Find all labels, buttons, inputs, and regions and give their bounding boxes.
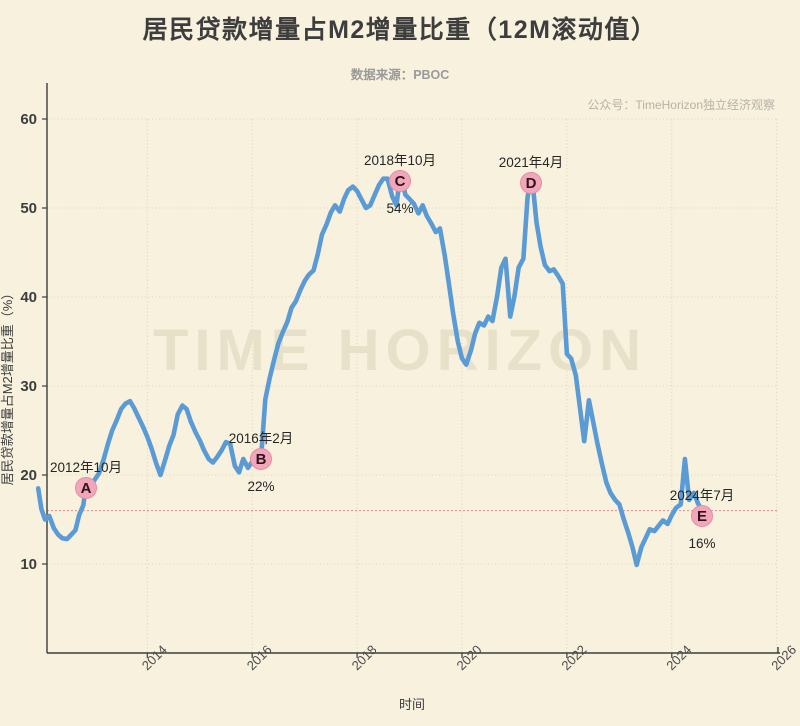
- svg-text:2020: 2020: [454, 642, 485, 673]
- svg-text:B: B: [256, 451, 267, 468]
- svg-text:D: D: [526, 175, 537, 192]
- svg-text:22%: 22%: [247, 479, 274, 494]
- svg-text:2024年7月: 2024年7月: [670, 488, 735, 503]
- svg-text:A: A: [81, 480, 92, 497]
- svg-text:2014: 2014: [139, 642, 170, 673]
- svg-text:2021年4月: 2021年4月: [499, 155, 564, 170]
- svg-text:C: C: [395, 173, 406, 190]
- svg-text:2016年2月: 2016年2月: [229, 431, 294, 446]
- svg-text:2012年10月: 2012年10月: [50, 460, 122, 475]
- svg-text:10: 10: [20, 556, 37, 573]
- svg-text:2018: 2018: [349, 642, 380, 673]
- svg-text:2018年10月: 2018年10月: [364, 153, 436, 168]
- svg-text:16%: 16%: [688, 536, 715, 551]
- svg-text:2016: 2016: [244, 642, 275, 673]
- svg-text:30: 30: [20, 378, 37, 395]
- svg-text:50: 50: [20, 200, 37, 217]
- svg-text:60: 60: [20, 111, 37, 128]
- svg-text:居民贷款增量占M2增量比重（%）: 居民贷款增量占M2增量比重（%）: [0, 287, 15, 486]
- svg-text:40: 40: [20, 289, 37, 306]
- svg-text:2024: 2024: [663, 642, 694, 673]
- svg-text:2022: 2022: [558, 642, 589, 673]
- svg-text:54%: 54%: [386, 201, 413, 216]
- svg-text:20: 20: [20, 467, 37, 484]
- svg-text:2026: 2026: [768, 642, 799, 673]
- svg-text:时间: 时间: [399, 697, 425, 712]
- svg-text:E: E: [697, 508, 707, 525]
